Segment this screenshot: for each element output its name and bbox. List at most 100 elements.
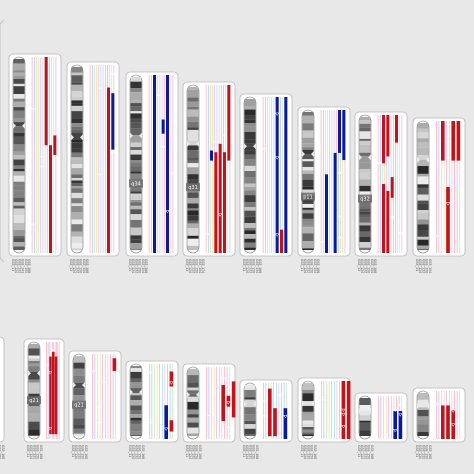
chromosome-band — [244, 210, 256, 217]
track-label: GSE_11 — [26, 445, 30, 457]
chromosome-band — [302, 209, 314, 214]
track-label: GSE_150 — [252, 445, 256, 459]
marker-triangle — [226, 426, 231, 431]
chromosome-band — [417, 212, 429, 220]
chromosome-band — [130, 135, 142, 143]
chromosome-band — [244, 420, 256, 425]
gain-segment — [267, 388, 272, 437]
chromosome-band — [187, 210, 199, 216]
chromosome-band — [130, 193, 142, 200]
track-label: GSE_124 — [245, 445, 249, 459]
centromere-pinch — [302, 150, 314, 157]
chromosome-band — [244, 115, 256, 120]
track-label: GSE_150 — [367, 259, 371, 273]
chromosome-band — [417, 187, 429, 195]
marker-triangle — [169, 381, 174, 385]
track-label: GSE_124 — [360, 259, 364, 273]
chromosome-band — [187, 203, 199, 209]
chromosome-ideogram — [243, 382, 257, 440]
chromosome-band — [71, 111, 83, 119]
bottom-row: GSE_11GSE_124GSE_132GSE_150GSE_168q21GSE… — [0, 336, 466, 459]
chromosome-band — [417, 166, 429, 174]
chromosome-band — [302, 204, 314, 208]
chromosome-band — [187, 163, 199, 168]
centromere-pinch — [359, 154, 371, 161]
chromosome-band — [417, 184, 429, 188]
chromosome-band — [244, 146, 256, 151]
chromosome-band — [359, 185, 371, 192]
marker-triangle — [205, 414, 210, 419]
centromere-pinch — [244, 400, 256, 407]
chromosome-band — [244, 131, 256, 140]
chromosome-band — [359, 127, 371, 132]
chromosome-band — [71, 157, 83, 160]
track-label: GSE_124 — [188, 445, 192, 459]
chromosome-band — [417, 224, 429, 231]
chromosome-band — [71, 123, 83, 127]
chromosome-band — [302, 149, 314, 155]
gain-segment — [54, 356, 58, 435]
loss-segment — [337, 110, 342, 153]
chromosome-band — [13, 144, 25, 152]
loss-segment — [284, 97, 288, 253]
chromosome-band — [13, 230, 25, 236]
centromere-pinch — [359, 407, 371, 414]
chromosome-band — [417, 138, 429, 143]
chromosome-band — [359, 410, 371, 416]
track-label: GSE_132 — [306, 445, 310, 459]
chromosome-band — [187, 422, 199, 428]
chromosome-band — [359, 120, 371, 124]
chromosome-band — [244, 154, 256, 160]
band-label: q34 — [131, 181, 141, 187]
chromosome-band — [130, 205, 142, 210]
chromosome-band — [244, 109, 256, 116]
chromosome-band — [187, 127, 199, 130]
chromosome-band — [13, 235, 25, 239]
chromosome-band — [359, 172, 371, 180]
chromosome-band — [187, 109, 199, 117]
chromosome-band — [13, 101, 25, 108]
marker-triangle — [337, 215, 342, 219]
chromosome-band — [359, 140, 371, 145]
track-label: GSE_132 — [75, 259, 79, 273]
marker-triangle — [48, 427, 53, 431]
chromosome-band — [302, 186, 314, 190]
chromosome-band — [13, 122, 25, 127]
chromosome-ideogram — [186, 366, 200, 440]
band-label-bg — [27, 396, 41, 405]
bottom-row-panel-3: q21 GSE_11 GSE_124 GSE_132 GSE_150 GSE_168 — [68, 350, 122, 459]
chromosome-band — [244, 150, 256, 155]
chromosome-band — [359, 117, 371, 121]
marker-triangle — [398, 232, 403, 236]
gain-segment — [386, 190, 390, 253]
chromosome-band — [13, 238, 25, 243]
chromosome-band — [130, 235, 142, 240]
chromosome-band — [71, 139, 83, 143]
chromosome-band — [302, 389, 314, 394]
marker-triangle — [97, 173, 102, 178]
chromosome-band — [187, 427, 199, 434]
marker-triangle — [390, 217, 395, 221]
chromosome-band — [244, 238, 256, 243]
marker-triangle — [96, 421, 101, 426]
track-label: GSE_150 — [81, 445, 85, 459]
chromosome-band — [244, 171, 256, 178]
chromosome-band — [71, 180, 83, 183]
chromosome-band — [417, 219, 429, 225]
track-label: GSE_168 — [1, 445, 5, 459]
chromosome-band — [244, 399, 256, 408]
chromosome-band — [71, 231, 83, 237]
centromere-pinch — [73, 382, 85, 389]
top-row-panel-8: GSE_11 GSE_124 GSE_132 GSE_150 GSE_154 — [412, 117, 466, 273]
loss-segment — [152, 75, 157, 253]
chromosome-band — [187, 160, 199, 164]
chromosome-ideogram: q21 — [72, 353, 86, 440]
chromosome-band — [130, 118, 142, 123]
marker-triangle — [451, 423, 456, 427]
chromosome-band — [302, 248, 314, 250]
chromosome-band — [13, 168, 25, 172]
track-label: GSE_132 — [134, 259, 138, 273]
chromosome-band — [71, 97, 83, 101]
chromosome-band — [130, 431, 142, 435]
